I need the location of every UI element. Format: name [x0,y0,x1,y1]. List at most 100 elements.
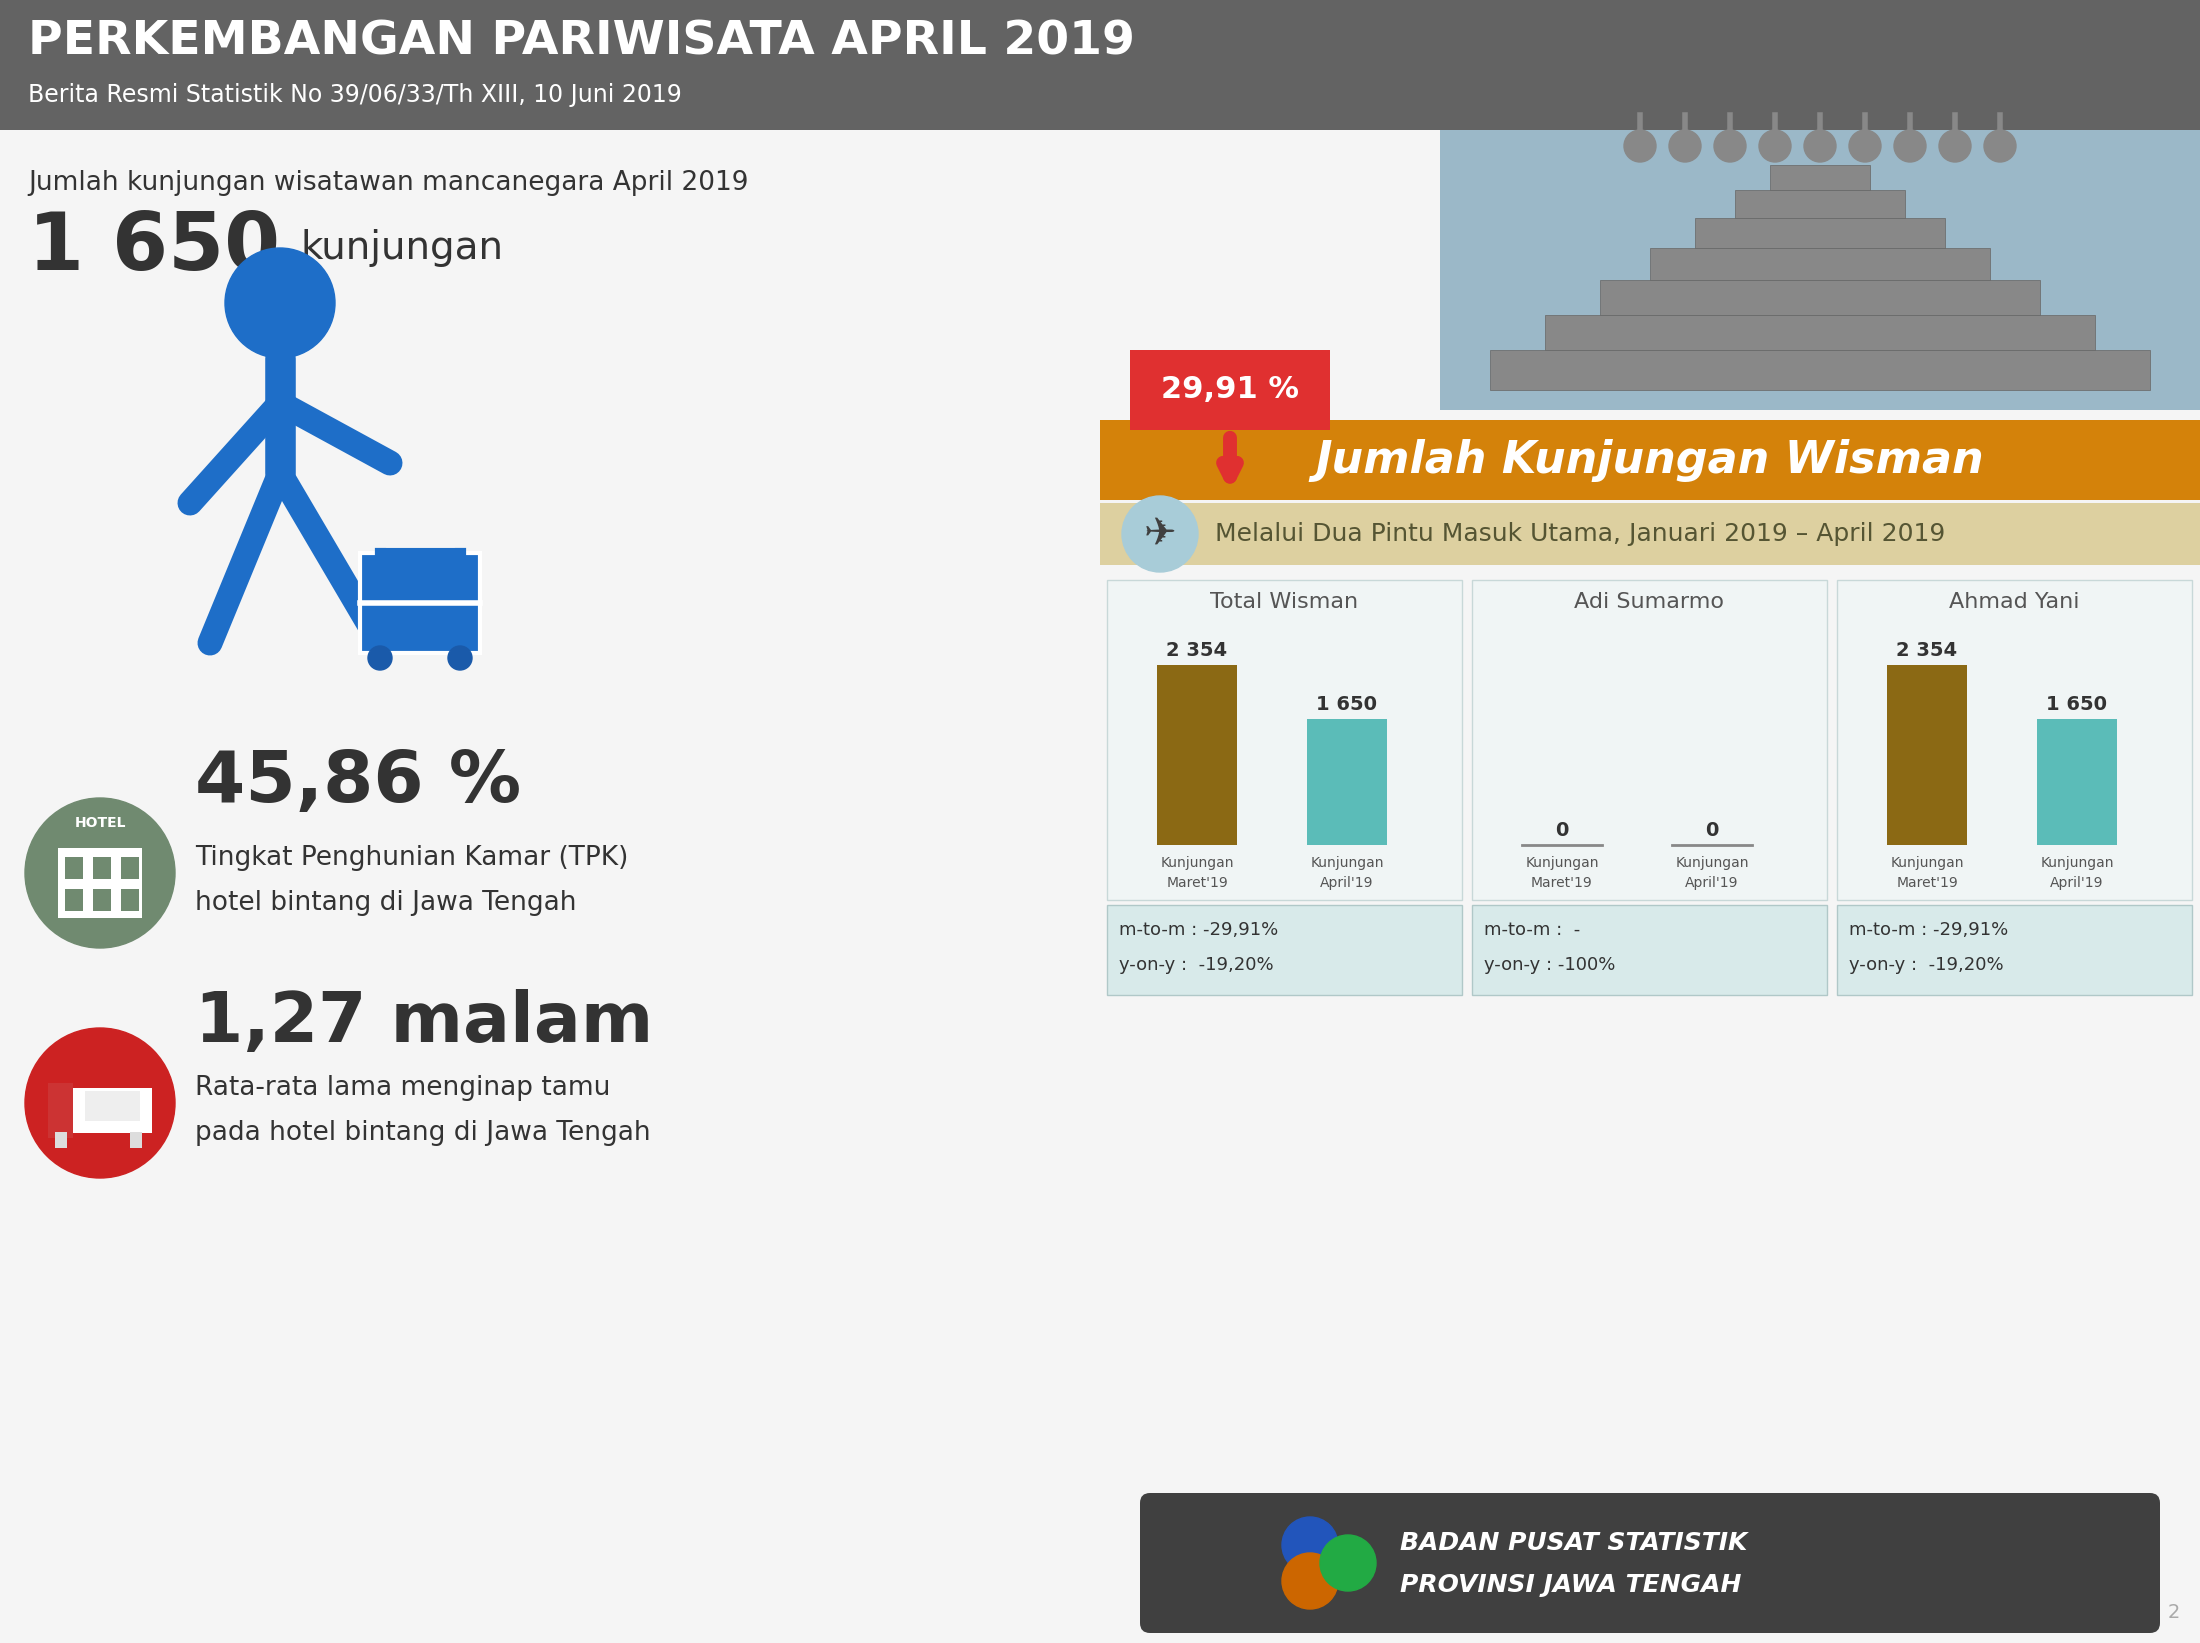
Text: Kunjungan: Kunjungan [1525,856,1599,871]
FancyBboxPatch shape [1472,580,1826,900]
FancyBboxPatch shape [1599,279,2039,315]
Text: 2: 2 [2167,1604,2180,1623]
Text: Maret'19: Maret'19 [1531,876,1593,891]
FancyBboxPatch shape [130,1132,143,1148]
Text: HOTEL: HOTEL [75,817,125,830]
FancyBboxPatch shape [66,889,84,910]
Text: 2 354: 2 354 [1896,641,1958,659]
FancyBboxPatch shape [1837,580,2191,900]
FancyBboxPatch shape [92,858,110,879]
FancyBboxPatch shape [66,858,84,879]
Circle shape [1122,496,1199,572]
FancyBboxPatch shape [1650,248,1991,279]
Circle shape [449,646,473,670]
Text: Berita Resmi Statistik No 39/06/33/Th XIII, 10 Juni 2019: Berita Resmi Statistik No 39/06/33/Th XI… [29,84,682,107]
Circle shape [24,1029,176,1178]
Text: 0: 0 [1555,820,1569,840]
Circle shape [1320,1535,1375,1590]
Text: 1 650: 1 650 [1316,695,1377,713]
Text: April'19: April'19 [2050,876,2103,891]
FancyBboxPatch shape [1694,219,1945,248]
Circle shape [24,798,176,948]
FancyBboxPatch shape [48,1083,73,1139]
FancyBboxPatch shape [361,554,480,652]
Text: 1 650: 1 650 [2046,695,2108,713]
FancyBboxPatch shape [0,0,2200,130]
Text: Rata-rata lama menginap tamu: Rata-rata lama menginap tamu [196,1075,609,1101]
FancyBboxPatch shape [1107,580,1463,900]
FancyBboxPatch shape [1131,350,1331,430]
Circle shape [224,248,334,358]
Circle shape [1670,130,1701,163]
Circle shape [1804,130,1837,163]
FancyBboxPatch shape [55,1132,66,1148]
Circle shape [1760,130,1791,163]
Text: m-to-m :  -: m-to-m : - [1485,922,1580,940]
Text: 0: 0 [1705,820,1718,840]
Text: ✈: ✈ [1144,514,1177,554]
FancyBboxPatch shape [1888,665,1967,845]
Text: Maret'19: Maret'19 [1166,876,1228,891]
FancyBboxPatch shape [1100,421,2200,499]
Circle shape [1894,130,1925,163]
Text: BADAN PUSAT STATISTIK: BADAN PUSAT STATISTIK [1399,1531,1747,1554]
FancyBboxPatch shape [1544,315,2094,350]
FancyBboxPatch shape [92,889,110,910]
Circle shape [1714,130,1747,163]
Text: Kunjungan: Kunjungan [1311,856,1384,871]
FancyBboxPatch shape [1441,130,2200,411]
Text: 45,86 %: 45,86 % [196,749,521,818]
Text: Kunjungan: Kunjungan [1674,856,1749,871]
FancyBboxPatch shape [1736,191,1905,219]
Text: 1 650: 1 650 [29,209,279,288]
FancyBboxPatch shape [1441,130,2200,411]
Circle shape [367,646,392,670]
FancyArrowPatch shape [1223,437,1236,476]
Text: April'19: April'19 [1320,876,1373,891]
Circle shape [1283,1553,1338,1608]
Text: kunjungan: kunjungan [299,228,504,268]
FancyBboxPatch shape [57,848,143,918]
Text: y-on-y :  -19,20%: y-on-y : -19,20% [1120,956,1274,974]
Text: 1,27 malam: 1,27 malam [196,989,653,1056]
Text: Kunjungan: Kunjungan [2039,856,2114,871]
FancyBboxPatch shape [2037,720,2116,845]
Text: PROVINSI JAWA TENGAH: PROVINSI JAWA TENGAH [1399,1572,1742,1597]
Circle shape [1938,130,1971,163]
Text: Kunjungan: Kunjungan [1159,856,1234,871]
Circle shape [1848,130,1881,163]
Text: m-to-m : -29,91%: m-to-m : -29,91% [1848,922,2009,940]
FancyBboxPatch shape [1837,905,2191,996]
Circle shape [1283,1516,1338,1572]
Text: Kunjungan: Kunjungan [1890,856,1965,871]
FancyBboxPatch shape [1489,350,2149,389]
FancyBboxPatch shape [1771,164,1870,191]
Circle shape [1624,130,1657,163]
Text: Jumlah kunjungan wisatawan mancanegara April 2019: Jumlah kunjungan wisatawan mancanegara A… [29,169,748,196]
FancyBboxPatch shape [1157,665,1236,845]
Text: pada hotel bintang di Jawa Tengah: pada hotel bintang di Jawa Tengah [196,1121,651,1147]
Text: Ahmad Yani: Ahmad Yani [1949,591,2079,611]
FancyBboxPatch shape [121,889,139,910]
FancyBboxPatch shape [1107,905,1463,996]
Text: Maret'19: Maret'19 [1896,876,1958,891]
FancyBboxPatch shape [1472,905,1826,996]
FancyBboxPatch shape [1100,503,2200,565]
Text: y-on-y : -100%: y-on-y : -100% [1485,956,1615,974]
Text: y-on-y :  -19,20%: y-on-y : -19,20% [1848,956,2004,974]
Text: Total Wisman: Total Wisman [1210,591,1357,611]
Text: Adi Sumarmo: Adi Sumarmo [1573,591,1725,611]
Text: Tingkat Penghunian Kamar (TPK): Tingkat Penghunian Kamar (TPK) [196,845,629,871]
Text: Melalui Dua Pintu Masuk Utama, Januari 2019 – April 2019: Melalui Dua Pintu Masuk Utama, Januari 2… [1214,522,1945,545]
Text: m-to-m : -29,91%: m-to-m : -29,91% [1120,922,1278,940]
Text: 29,91 %: 29,91 % [1162,376,1298,404]
Circle shape [1984,130,2015,163]
Text: Jumlah Kunjungan Wisman: Jumlah Kunjungan Wisman [1316,439,1984,481]
Text: 2 354: 2 354 [1166,641,1228,659]
Text: PERKEMBANGAN PARIWISATA APRIL 2019: PERKEMBANGAN PARIWISATA APRIL 2019 [29,20,1135,64]
Text: hotel bintang di Jawa Tengah: hotel bintang di Jawa Tengah [196,891,576,917]
FancyBboxPatch shape [121,858,139,879]
FancyBboxPatch shape [48,1088,152,1134]
FancyBboxPatch shape [86,1091,141,1121]
Text: April'19: April'19 [1685,876,1738,891]
